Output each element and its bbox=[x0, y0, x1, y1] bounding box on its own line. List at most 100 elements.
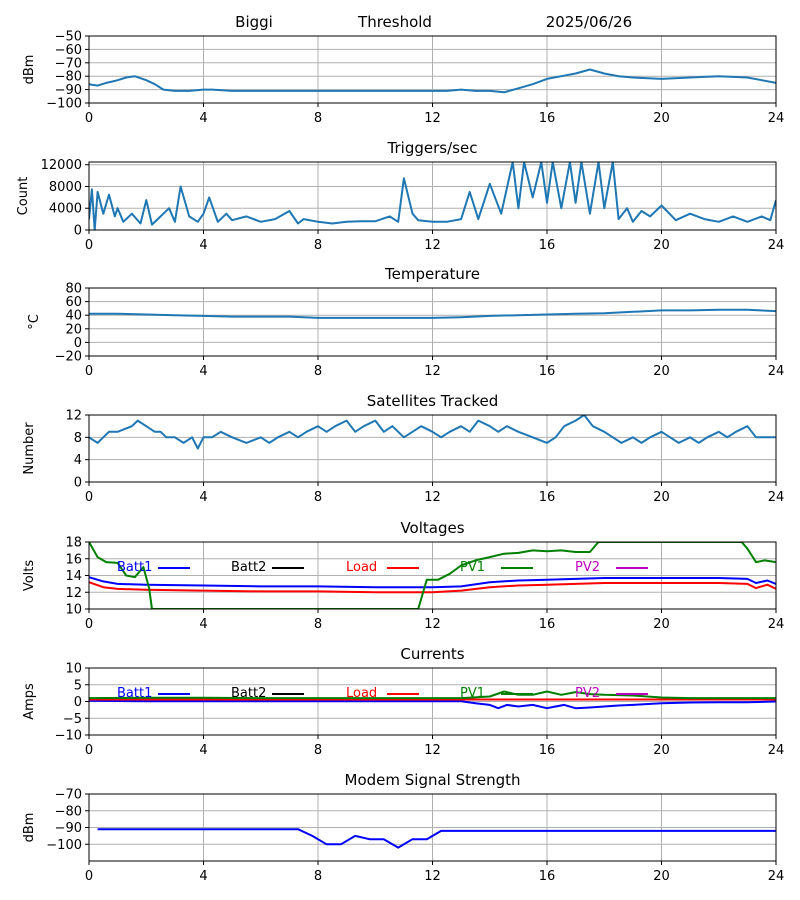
currents-legend: Batt1 Batt2 Load PV1 PV2 bbox=[117, 686, 648, 701]
satellites-series-data bbox=[89, 415, 776, 450]
voltages-y-tick-label: 14 bbox=[65, 569, 82, 584]
threshold-y-tick-label: −50 bbox=[55, 30, 82, 45]
voltages-y-tick-label: 16 bbox=[65, 552, 82, 567]
temperature-x-tick-label: 12 bbox=[424, 364, 441, 379]
currents-legend-label-load: Load bbox=[346, 686, 377, 701]
currents-x-tick-label: 4 bbox=[199, 743, 207, 758]
temperature-x-tick-label: 24 bbox=[768, 364, 785, 379]
triggers-x-tick-label: 12 bbox=[424, 238, 441, 253]
modem-signal-y-tick-label: −80 bbox=[55, 804, 82, 819]
satellites-y-axis-label: Number bbox=[22, 422, 37, 475]
temperature-y-axis-label: °C bbox=[27, 314, 42, 330]
satellites-x-tick-label: 8 bbox=[314, 490, 322, 505]
modem-signal-y-tick-label: −90 bbox=[55, 821, 82, 836]
voltages-legend-label-batt2: Batt2 bbox=[231, 560, 266, 575]
voltages-x-tick-label: 12 bbox=[424, 617, 441, 632]
satellites-title: Satellites Tracked bbox=[367, 392, 498, 410]
triggers-y-tick-label: 0 bbox=[74, 224, 82, 239]
temperature-y-tick-label: −20 bbox=[55, 350, 82, 365]
currents-x-tick-label: 8 bbox=[314, 743, 322, 758]
modem-signal-y-axis-label: dBm bbox=[22, 813, 37, 843]
temperature-y-tick-label: 20 bbox=[65, 322, 82, 337]
triggers-x-tick-label: 0 bbox=[85, 238, 93, 253]
threshold-x-tick-label: 12 bbox=[424, 111, 441, 126]
threshold-y-tick-label: −60 bbox=[55, 43, 82, 58]
triggers-y-axis-label: Count bbox=[16, 177, 31, 216]
modem-signal-x-tick-label: 16 bbox=[539, 869, 556, 884]
voltages-y-axis-label: Volts bbox=[22, 560, 37, 592]
modem-signal-x-tick-label: 4 bbox=[199, 869, 207, 884]
satellites-x-tick-label: 20 bbox=[653, 490, 670, 505]
triggers-y-tick-label: 4000 bbox=[49, 202, 82, 217]
satellites-y-tick-label: 0 bbox=[74, 476, 82, 491]
threshold-x-tick-label: 0 bbox=[85, 111, 93, 126]
voltages-x-tick-label: 24 bbox=[768, 617, 785, 632]
currents-x-tick-label: 20 bbox=[653, 743, 670, 758]
currents-x-tick-label: 24 bbox=[768, 743, 785, 758]
currents-y-tick-label: 5 bbox=[74, 678, 82, 693]
triggers-series-data bbox=[89, 162, 776, 230]
currents-legend-label-pv2: PV2 bbox=[575, 686, 600, 701]
voltages-series-load bbox=[89, 581, 776, 594]
modem-signal-y-tick-label: −100 bbox=[46, 838, 82, 853]
satellites-y-tick-label: 4 bbox=[74, 453, 82, 468]
voltages-x-tick-label: 16 bbox=[539, 617, 556, 632]
threshold-x-tick-label: 20 bbox=[653, 111, 670, 126]
temperature-y-tick-label: 80 bbox=[65, 282, 82, 297]
voltages-legend-label-batt1: Batt1 bbox=[117, 560, 152, 575]
threshold-y-tick-label: −70 bbox=[55, 56, 82, 71]
temperature-series-data bbox=[89, 308, 776, 319]
currents-legend-label-pv1: PV1 bbox=[460, 686, 485, 701]
triggers-y-tick-label: 8000 bbox=[49, 180, 82, 195]
triggers-title: Triggers/sec bbox=[387, 139, 478, 157]
satellites-x-tick-label: 12 bbox=[424, 490, 441, 505]
triggers-x-tick-label: 16 bbox=[539, 238, 556, 253]
voltages-legend: Batt1 Batt2 Load PV1 PV2 bbox=[117, 560, 648, 575]
threshold-x-tick-label: 4 bbox=[199, 111, 207, 126]
threshold-series-data bbox=[89, 68, 776, 94]
header-mode: Threshold bbox=[357, 13, 432, 31]
currents-y-tick-label: −10 bbox=[55, 729, 82, 744]
temperature-x-tick-label: 20 bbox=[653, 364, 670, 379]
modem-signal-x-tick-label: 8 bbox=[314, 869, 322, 884]
satellites-x-tick-label: 24 bbox=[768, 490, 785, 505]
temperature-x-tick-label: 8 bbox=[314, 364, 322, 379]
voltages-title: Voltages bbox=[400, 519, 464, 537]
modem-signal-x-tick-label: 12 bbox=[424, 869, 441, 884]
voltages-series-batt1 bbox=[89, 576, 776, 589]
triggers-panel: 0 4 8 12 16 20 24 0 4000 8000 12000 Count Triggers/s… bbox=[16, 139, 784, 253]
threshold-y-tick-label: −100 bbox=[46, 97, 82, 112]
modem-signal-x-tick-label: 24 bbox=[768, 869, 785, 884]
threshold-x-tick-label: 24 bbox=[768, 111, 785, 126]
temperature-y-tick-label: 60 bbox=[65, 295, 82, 310]
currents-y-axis-label: Amps bbox=[22, 683, 37, 720]
currents-x-tick-label: 0 bbox=[85, 743, 93, 758]
modem-signal-y-tick-label: −70 bbox=[55, 788, 82, 803]
triggers-x-tick-label: 24 bbox=[768, 238, 785, 253]
satellites-x-tick-label: 4 bbox=[199, 490, 207, 505]
voltages-y-tick-label: 12 bbox=[65, 586, 82, 601]
voltages-legend-label-load: Load bbox=[346, 560, 377, 575]
temperature-x-tick-label: 0 bbox=[85, 364, 93, 379]
modem-signal-x-tick-label: 20 bbox=[653, 869, 670, 884]
voltages-y-tick-label: 18 bbox=[65, 536, 82, 551]
currents-series-batt1 bbox=[89, 699, 776, 710]
satellites-y-tick-label: 8 bbox=[74, 431, 82, 446]
modem-signal-series-data bbox=[97, 828, 776, 849]
temperature-y-tick-label: 0 bbox=[74, 336, 82, 351]
currents-title: Currents bbox=[400, 645, 464, 663]
triggers-x-tick-label: 4 bbox=[199, 238, 207, 253]
temperature-x-tick-label: 16 bbox=[539, 364, 556, 379]
currents-y-tick-label: −5 bbox=[63, 712, 82, 727]
voltages-x-tick-label: 4 bbox=[199, 617, 207, 632]
voltages-y-tick-label: 10 bbox=[65, 603, 82, 618]
satellites-x-tick-label: 16 bbox=[539, 490, 556, 505]
temperature-title: Temperature bbox=[384, 265, 480, 283]
voltages-series-pv1 bbox=[89, 542, 776, 609]
